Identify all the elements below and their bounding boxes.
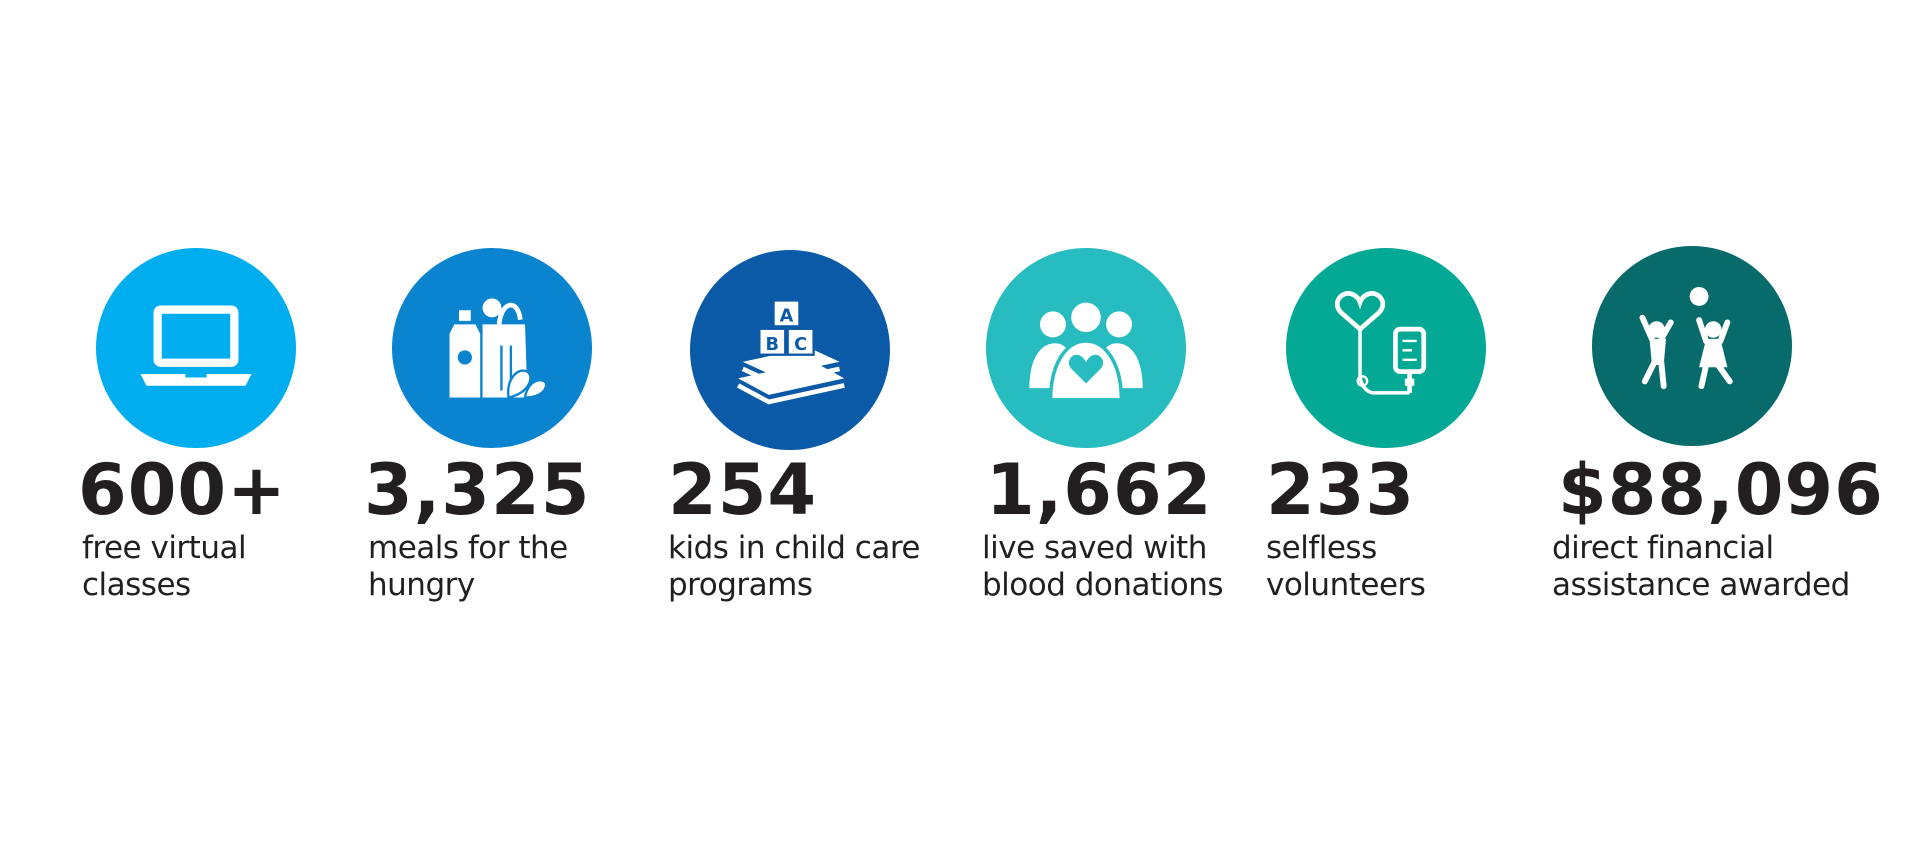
stat-value: 600+ xyxy=(78,449,287,531)
stat-circle xyxy=(986,248,1186,448)
svg-text:A: A xyxy=(780,307,794,327)
stat-description-line-1: direct financial xyxy=(1552,530,1774,566)
stat-circle xyxy=(392,248,592,448)
svg-text:B: B xyxy=(766,335,779,355)
stat-value: 254 xyxy=(668,449,818,531)
stat-description: selfless volunteers xyxy=(1266,530,1426,604)
stat-description: direct financial assistance awarded xyxy=(1552,530,1850,604)
stat-description: live saved with blood donations xyxy=(982,530,1224,604)
svg-text:C: C xyxy=(794,335,807,355)
stat-circle xyxy=(96,248,296,448)
stat-description-line-2: programs xyxy=(668,567,813,603)
stat-circle xyxy=(1286,248,1486,448)
stat-circle xyxy=(1592,246,1792,446)
stat-description-line-2: blood donations xyxy=(982,567,1224,603)
stat-description: free virtual classes xyxy=(82,530,247,604)
laptop-icon xyxy=(140,305,252,386)
stat-description-line-1: free virtual xyxy=(82,530,247,566)
abc-blocks-books-icon: A B C xyxy=(736,299,845,405)
stat-circle: A B C xyxy=(690,250,890,450)
stat-description-line-1: kids in child care xyxy=(668,530,921,566)
stat-value: 233 xyxy=(1266,449,1416,531)
stat-description: meals for the hungry xyxy=(368,530,568,604)
stat-description: kids in child care programs xyxy=(668,530,921,604)
groceries-icon xyxy=(449,298,548,399)
stat-description-line-2: assistance awarded xyxy=(1552,567,1850,603)
stat-description-line-1: meals for the xyxy=(368,530,568,566)
stat-value: 3,325 xyxy=(364,449,591,531)
stat-description-line-2: volunteers xyxy=(1266,567,1426,603)
kids-playing-ball-icon xyxy=(1639,287,1733,390)
people-heart-icon xyxy=(1029,299,1143,402)
stat-value: $88,096 xyxy=(1558,449,1884,531)
stat-description-line-1: live saved with xyxy=(982,530,1207,566)
stat-description-line-2: classes xyxy=(82,567,191,603)
stat-value: 1,662 xyxy=(986,449,1213,531)
stat-description-line-1: selfless xyxy=(1266,530,1377,566)
iv-bag-heart-icon xyxy=(1334,291,1427,395)
stat-description-line-2: hungry xyxy=(368,567,475,603)
